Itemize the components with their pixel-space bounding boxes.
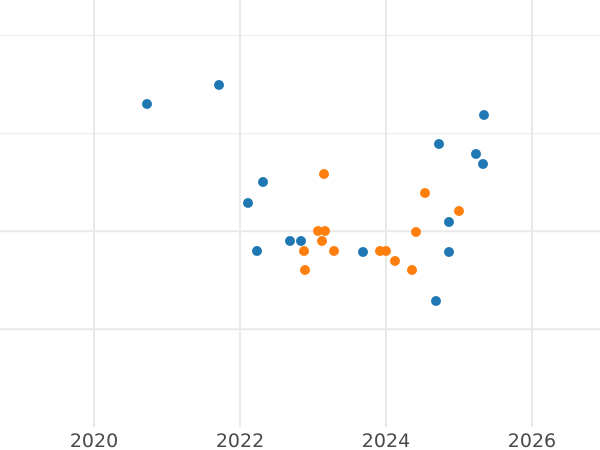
scatter-point-series-blue: [434, 139, 445, 150]
y-gridline: [0, 328, 600, 330]
scatter-point-series-orange: [298, 245, 309, 256]
scatter-point-series-orange: [317, 236, 328, 247]
x-tick-label: 2022: [215, 430, 265, 450]
plot-area: [0, 0, 600, 427]
scatter-point-series-blue: [478, 158, 489, 169]
y-gridline: [0, 34, 600, 37]
y-gridline: [0, 230, 600, 233]
scatter-point-series-blue: [251, 245, 262, 256]
scatter-point-series-orange: [318, 168, 329, 179]
scatter-point-series-blue: [358, 246, 369, 257]
scatter-point-series-orange: [320, 226, 331, 237]
scatter-point-series-orange: [407, 265, 418, 276]
scatter-point-series-orange: [299, 265, 310, 276]
scatter-point-series-orange: [410, 227, 421, 238]
x-gridline: [530, 0, 533, 427]
x-gridline: [239, 0, 241, 427]
scatter-point-series-blue: [444, 246, 455, 257]
scatter-point-series-blue: [478, 109, 489, 120]
scatter-point-series-blue: [258, 177, 269, 188]
scatter-point-series-blue: [284, 236, 295, 247]
scatter-point-series-orange: [313, 226, 324, 237]
scatter-point-series-blue: [444, 216, 455, 227]
y-gridline: [0, 132, 600, 135]
scatter-point-series-orange: [390, 255, 401, 266]
scatter-point-series-orange: [375, 245, 386, 256]
x-tick-label: 2026: [507, 430, 557, 450]
scatter-point-series-orange: [453, 205, 464, 216]
scatter-point-series-orange: [329, 245, 340, 256]
scatter-point-series-blue: [213, 79, 224, 90]
scatter-point-series-blue: [430, 295, 441, 306]
scatter-point-series-blue: [470, 149, 481, 160]
scatter-point-series-orange: [380, 245, 391, 256]
scatter-point-series-orange: [419, 188, 430, 199]
x-tick-label: 2020: [69, 430, 119, 450]
scatter-point-series-blue: [141, 99, 152, 110]
x-tick-label: 2024: [361, 430, 411, 450]
scatter-point-series-blue: [243, 197, 254, 208]
x-gridline: [93, 0, 95, 427]
x-gridline: [384, 0, 387, 427]
scatter-point-series-blue: [295, 236, 306, 247]
